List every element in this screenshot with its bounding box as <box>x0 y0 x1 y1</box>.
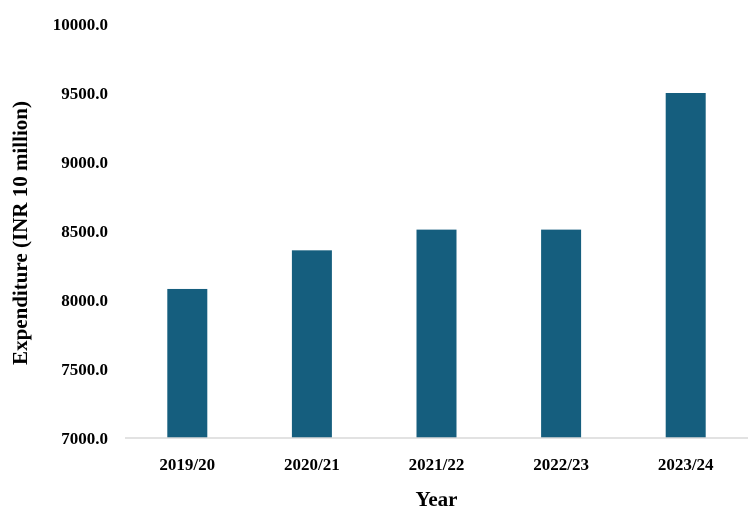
y-tick-label: 7000.0 <box>61 429 108 448</box>
x-tick-label: 2019/20 <box>159 455 215 474</box>
x-axis-ticks: 2019/20 2020/21 2021/22 2022/23 2023/24 <box>159 455 714 474</box>
x-tick-label: 2021/22 <box>409 455 465 474</box>
bar-2020-21 <box>291 250 332 438</box>
y-tick-label: 10000.0 <box>53 15 108 34</box>
y-tick-label: 9000.0 <box>61 153 108 172</box>
y-axis-title: Expenditure (INR 10 million) <box>8 101 32 365</box>
y-tick-label: 8000.0 <box>61 291 108 310</box>
y-tick-label: 7500.0 <box>61 360 108 379</box>
x-tick-label: 2020/21 <box>284 455 340 474</box>
x-tick-label: 2022/23 <box>533 455 589 474</box>
x-tick-label: 2023/24 <box>658 455 714 474</box>
bars <box>167 93 706 438</box>
y-tick-label: 8500.0 <box>61 222 108 241</box>
bar-2021-22 <box>416 229 457 438</box>
y-axis-ticks: 7000.0 7500.0 8000.0 8500.0 9000.0 9500.0 1000… <box>53 15 108 448</box>
bar-2022-23 <box>541 229 582 438</box>
x-axis-title: Year <box>416 487 458 511</box>
bar-2019-20 <box>167 288 208 438</box>
bar-2023-24 <box>665 93 706 438</box>
y-tick-label: 9500.0 <box>61 84 108 103</box>
